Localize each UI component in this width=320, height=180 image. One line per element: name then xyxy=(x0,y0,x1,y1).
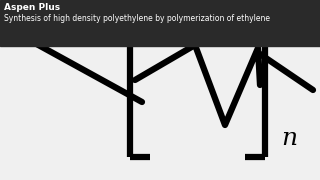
Text: Aspen Plus: Aspen Plus xyxy=(4,3,60,12)
Bar xyxy=(0,0,320,46)
Text: Synthesis of high density polyethylene by polymerization of ethylene: Synthesis of high density polyethylene b… xyxy=(4,14,270,23)
Text: n: n xyxy=(281,127,297,150)
